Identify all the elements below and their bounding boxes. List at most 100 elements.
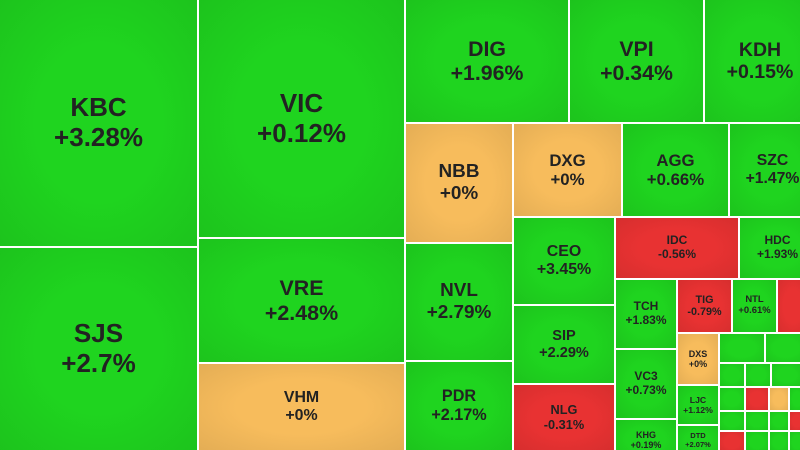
- stock-tile[interactable]: [720, 364, 744, 386]
- stock-tile[interactable]: VPI +0.34%: [570, 0, 703, 122]
- stock-tile[interactable]: [746, 364, 770, 386]
- change-label: +0.61%: [738, 305, 771, 316]
- ticker-label: SIP: [552, 327, 576, 344]
- ticker-label: SZC: [756, 151, 789, 169]
- change-label: +1.83%: [625, 313, 667, 327]
- stock-tile[interactable]: VHM +0%: [199, 364, 404, 450]
- change-label: +1.96%: [450, 61, 524, 85]
- ticker-label: KHG: [636, 429, 656, 440]
- change-label: +2.07%: [685, 440, 711, 449]
- stock-tile[interactable]: DIG +1.96%: [406, 0, 568, 122]
- ticker-label: SJS: [73, 318, 124, 349]
- stock-tile[interactable]: [790, 432, 800, 450]
- stock-tile[interactable]: [770, 388, 788, 410]
- stock-tile[interactable]: CEO +3.45%: [514, 218, 614, 304]
- stock-tile[interactable]: [746, 412, 768, 430]
- stock-tile[interactable]: PDR +2.17%: [406, 362, 512, 450]
- ticker-label: TCH: [633, 299, 659, 314]
- stock-tile[interactable]: [720, 334, 764, 362]
- stock-tile[interactable]: SZC +1.47%: [730, 124, 800, 216]
- change-label: +1.12%: [683, 405, 713, 415]
- stock-tile[interactable]: IDC -0.56%: [616, 218, 738, 278]
- ticker-label: HDC: [764, 233, 791, 248]
- stock-tile[interactable]: TCH +1.83%: [616, 280, 676, 348]
- ticker-label: AGG: [656, 150, 695, 170]
- ticker-label: VIC: [279, 87, 324, 118]
- ticker-label: DIG: [468, 36, 506, 61]
- stock-tile[interactable]: KHG +0.19%: [616, 420, 676, 450]
- ticker-label: NBB: [438, 161, 480, 183]
- change-label: +3.45%: [536, 261, 592, 278]
- change-label: -0.56%: [657, 247, 697, 261]
- change-label: +0.12%: [257, 117, 346, 148]
- ticker-label: LJC: [689, 395, 707, 405]
- stock-tile[interactable]: TIG -0.79%: [678, 280, 731, 332]
- change-label: +1.93%: [756, 247, 799, 261]
- change-label: +0%: [688, 359, 708, 369]
- change-label: +0.34%: [600, 61, 673, 85]
- change-label: +0.66%: [646, 170, 705, 189]
- ticker-label: NVL: [440, 280, 478, 302]
- stock-tile[interactable]: [720, 412, 744, 430]
- stock-tile[interactable]: VC3 +0.73%: [616, 350, 676, 418]
- stock-tile[interactable]: [770, 412, 788, 430]
- stock-tile[interactable]: DXG +0%: [514, 124, 621, 216]
- stock-tile[interactable]: [790, 412, 800, 430]
- stock-tile[interactable]: VRE +2.48%: [199, 239, 404, 362]
- ticker-label: DXS: [688, 348, 708, 359]
- stock-tile[interactable]: [720, 432, 744, 450]
- ticker-label: VRE: [279, 275, 324, 300]
- ticker-label: PDR: [441, 387, 477, 406]
- stock-tile[interactable]: [770, 432, 788, 450]
- stock-tile[interactable]: DXS +0%: [678, 334, 718, 384]
- change-label: +2.7%: [61, 348, 136, 378]
- change-label: -0.79%: [687, 306, 722, 318]
- stock-tile[interactable]: DTD +2.07%: [678, 426, 718, 450]
- stock-tile[interactable]: NLG -0.31%: [514, 385, 614, 450]
- change-label: +0.15%: [726, 61, 794, 83]
- ticker-label: VPI: [619, 36, 654, 61]
- change-label: +0%: [439, 183, 479, 204]
- stock-tile[interactable]: [772, 364, 800, 386]
- ticker-label: DTD: [690, 431, 706, 441]
- change-label: +1.47%: [745, 170, 800, 187]
- change-label: +2.79%: [426, 302, 492, 323]
- stock-tile[interactable]: KDH +0.15%: [705, 0, 800, 122]
- ticker-label: KDH: [738, 38, 782, 61]
- ticker-label: IDC: [666, 233, 688, 248]
- ticker-label: NTL: [745, 294, 764, 306]
- ticker-label: VC3: [634, 369, 658, 384]
- stock-tile[interactable]: [720, 388, 744, 410]
- change-label: +2.17%: [431, 406, 487, 424]
- stock-tile[interactable]: LJC +1.12%: [678, 386, 718, 424]
- stock-tile[interactable]: NTL +0.61%: [733, 280, 776, 332]
- stock-tile[interactable]: NVL +2.79%: [406, 244, 512, 360]
- ticker-label: DXG: [549, 150, 586, 170]
- stock-tile[interactable]: KBC +3.28%: [0, 0, 197, 246]
- stock-tile[interactable]: AGG +0.66%: [623, 124, 728, 216]
- change-label: -0.31%: [543, 416, 585, 432]
- ticker-label: TIG: [695, 293, 714, 306]
- stock-tile[interactable]: HDC +1.93%: [740, 218, 800, 278]
- stock-tile[interactable]: [746, 432, 768, 450]
- stock-tile[interactable]: [790, 388, 800, 410]
- stock-tile[interactable]: [766, 334, 800, 362]
- change-label: +2.48%: [264, 300, 339, 325]
- stock-tile[interactable]: SIP +2.29%: [514, 306, 614, 383]
- stock-tile[interactable]: VIC +0.12%: [199, 0, 404, 237]
- change-label: +2.29%: [539, 344, 589, 361]
- change-label: +0.19%: [630, 440, 662, 450]
- stock-tile[interactable]: NBB +0%: [406, 124, 512, 242]
- ticker-label: VHM: [283, 388, 320, 406]
- stock-tile[interactable]: [778, 280, 800, 332]
- stock-tile[interactable]: [746, 388, 768, 410]
- ticker-label: NLG: [550, 401, 578, 417]
- ticker-label: CEO: [546, 242, 582, 260]
- change-label: +0%: [285, 407, 318, 424]
- ticker-label: KBC: [70, 92, 127, 123]
- change-label: +0%: [550, 170, 585, 189]
- change-label: +3.28%: [54, 122, 143, 152]
- change-label: +0.73%: [625, 383, 667, 397]
- stock-tile[interactable]: SJS +2.7%: [0, 248, 197, 450]
